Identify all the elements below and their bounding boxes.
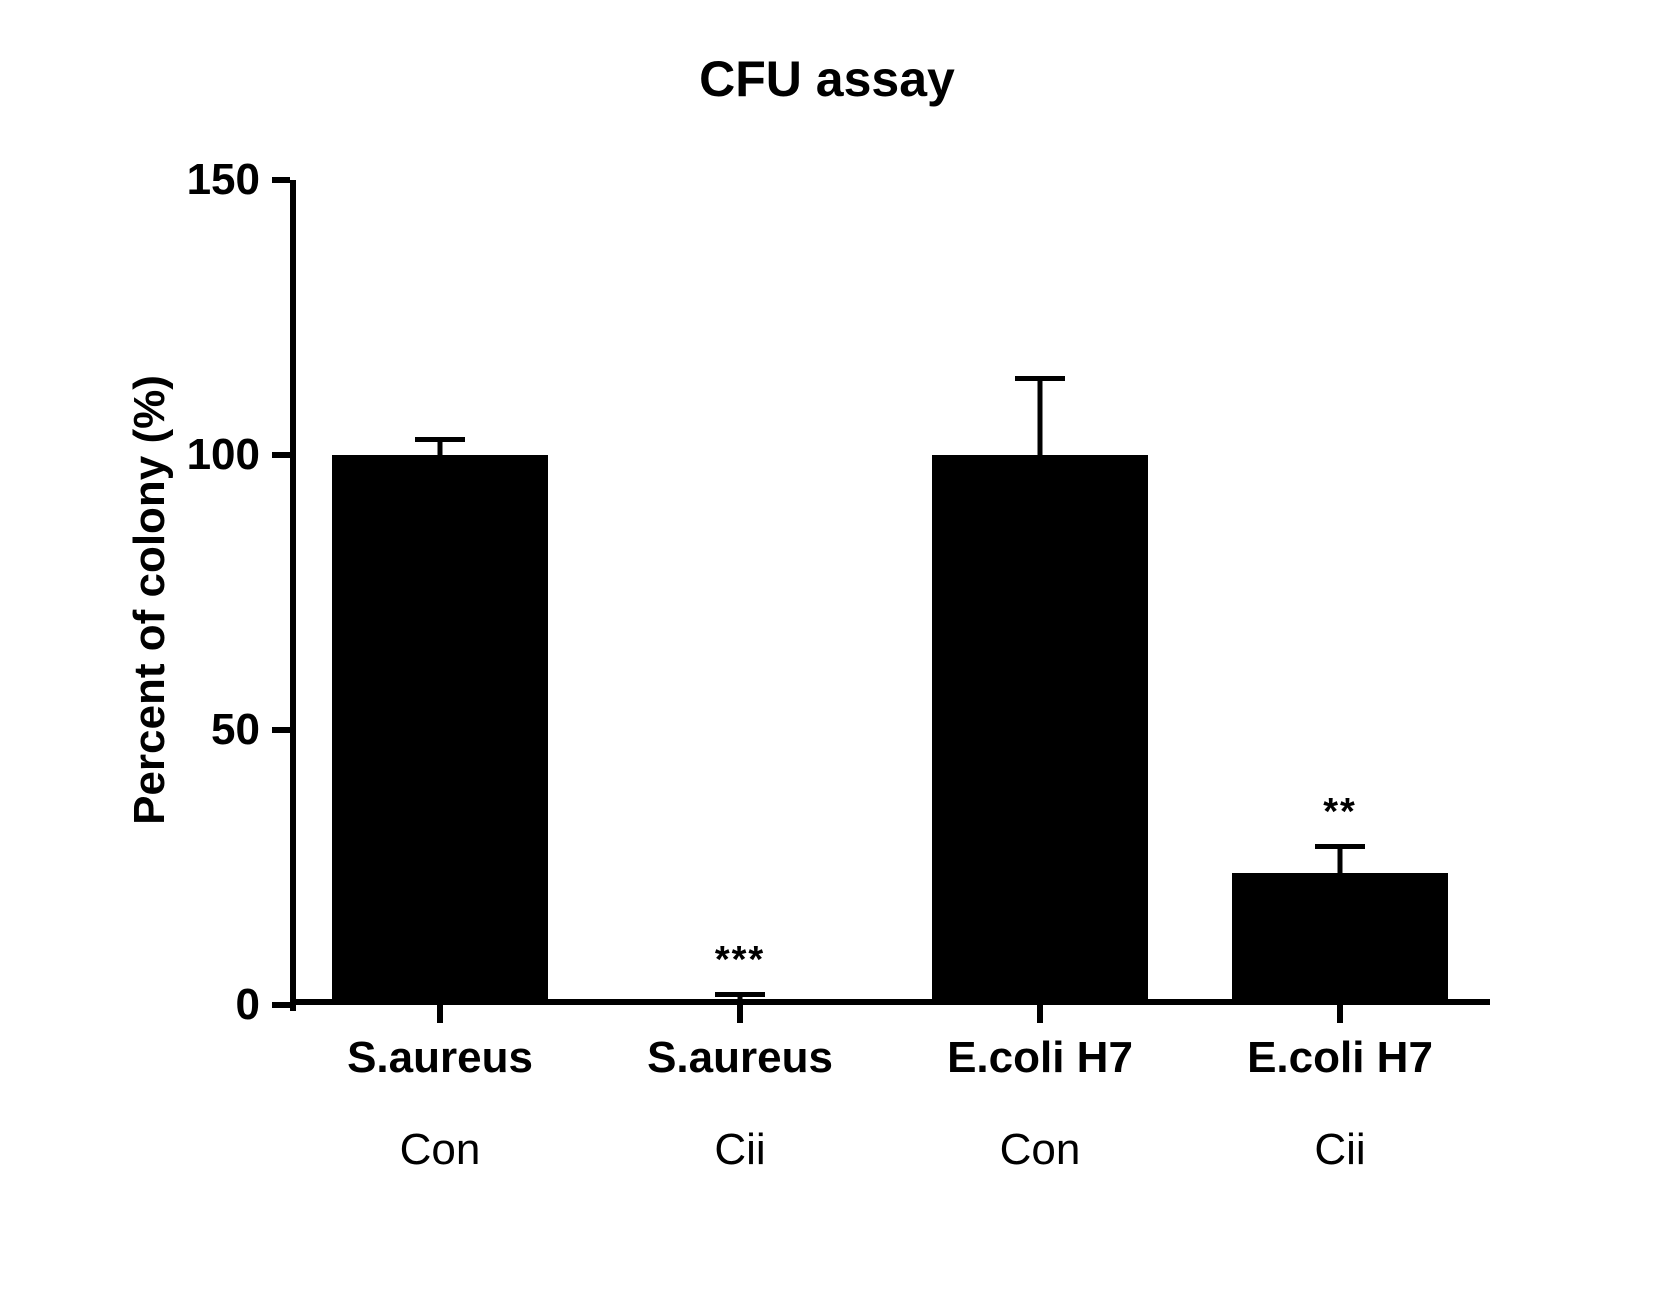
error-bar-cap [1015, 376, 1065, 381]
y-tick [272, 452, 290, 458]
y-tick-label: 100 [140, 430, 260, 480]
error-bar-cap [1315, 844, 1365, 849]
significance-label: ** [1323, 791, 1357, 834]
x-category-label: E.coli H7 [1247, 1033, 1433, 1083]
x-condition-label: Con [1000, 1125, 1081, 1175]
x-tick [1337, 1005, 1343, 1023]
chart-title: CFU assay [0, 50, 1654, 108]
chart-container: CFU assay Percent of colony (%) 05010015… [0, 0, 1654, 1290]
y-tick [272, 1002, 290, 1008]
axis-corner-patch [290, 1005, 296, 1011]
x-category-label: E.coli H7 [947, 1033, 1133, 1083]
y-tick [272, 727, 290, 733]
bar [932, 455, 1148, 1005]
error-bar-cap [715, 992, 765, 997]
x-tick [737, 1005, 743, 1023]
significance-label: *** [715, 939, 765, 982]
y-tick-label: 150 [140, 155, 260, 205]
error-bar [1038, 378, 1043, 455]
y-tick-label: 50 [140, 705, 260, 755]
x-tick [1037, 1005, 1043, 1023]
x-condition-label: Cii [1314, 1125, 1365, 1175]
x-condition-label: Cii [714, 1125, 765, 1175]
x-tick [437, 1005, 443, 1023]
y-tick [272, 177, 290, 183]
y-axis-title: Percent of colony (%) [125, 350, 175, 850]
error-bar [1338, 846, 1343, 874]
plot-area: 050100150S.aureusCon***S.aureusCiiE.coli… [290, 180, 1490, 1005]
bar [332, 455, 548, 1005]
error-bar-cap [415, 437, 465, 442]
bar [1232, 873, 1448, 1005]
y-axis-line [290, 180, 296, 1005]
x-category-label: S.aureus [347, 1033, 533, 1083]
y-tick-label: 0 [140, 980, 260, 1030]
x-category-label: S.aureus [647, 1033, 833, 1083]
x-condition-label: Con [400, 1125, 481, 1175]
